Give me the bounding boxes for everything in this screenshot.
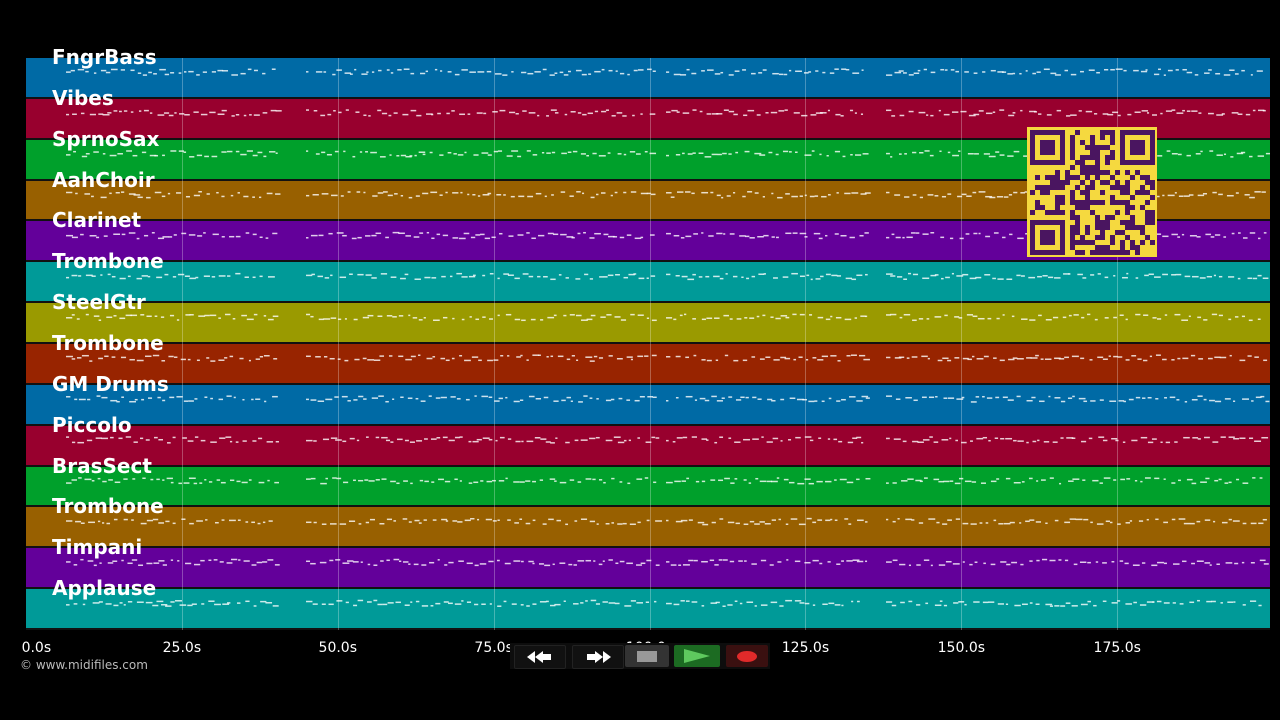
track-label: Trombone xyxy=(52,249,164,274)
record-icon xyxy=(737,650,757,662)
time-tick-label: 175.0s xyxy=(1093,640,1141,656)
track-lane[interactable] xyxy=(26,425,1270,465)
track-lane[interactable] xyxy=(26,58,1270,97)
fast-forward-icon xyxy=(587,651,611,663)
lane-separator xyxy=(26,546,1270,549)
play-button[interactable] xyxy=(674,645,720,667)
track-lane[interactable] xyxy=(26,384,1270,424)
track-label: SprnoSax xyxy=(52,126,160,151)
qr-code-pattern xyxy=(1027,127,1157,257)
lane-separator xyxy=(26,178,1270,181)
track-lane[interactable] xyxy=(26,344,1270,383)
lane-separator xyxy=(26,137,1270,140)
time-tick-label: 75.0s xyxy=(474,640,513,656)
time-tick-label: 150.0s xyxy=(937,640,986,656)
rewind-icon xyxy=(527,651,551,663)
time-gridline xyxy=(961,58,963,630)
stop-icon xyxy=(637,650,657,662)
lane-separator xyxy=(26,464,1270,467)
record-button[interactable] xyxy=(726,645,768,667)
lane-separator xyxy=(26,587,1270,590)
lane-separator xyxy=(26,505,1270,508)
time-tick-label: 125.0s xyxy=(781,640,830,656)
time-gridline xyxy=(1117,58,1119,630)
time-gridline xyxy=(805,58,807,630)
time-gridline xyxy=(649,58,651,630)
track-label: Clarinet xyxy=(52,208,142,233)
track-label: GM Drums xyxy=(52,371,169,396)
track-label: Piccolo xyxy=(52,412,132,437)
track-label: Applause xyxy=(52,576,157,601)
track-lane[interactable] xyxy=(26,303,1270,342)
track-label: FngrBass xyxy=(52,45,157,69)
fast-forward-button[interactable] xyxy=(572,645,624,669)
track-label: Timpani xyxy=(52,535,143,560)
rewind-button[interactable] xyxy=(514,645,566,669)
lane-separator xyxy=(26,628,1270,630)
track-lane[interactable] xyxy=(26,466,1270,506)
stop-button[interactable] xyxy=(625,645,669,667)
time-tick-label: 25.0s xyxy=(162,640,202,656)
lane-separator xyxy=(26,96,1270,99)
time-tick-label: 50.0s xyxy=(318,640,357,656)
lane-separator xyxy=(26,342,1270,344)
transport-controls xyxy=(510,643,770,669)
track-lane[interactable] xyxy=(26,589,1270,628)
track-lane[interactable] xyxy=(26,548,1270,588)
track-label: SteelGtr xyxy=(52,290,146,315)
lane-separator xyxy=(26,219,1270,222)
time-gridline xyxy=(493,58,495,630)
track-label: Vibes xyxy=(52,85,114,110)
lane-separator xyxy=(26,260,1270,263)
track-label: Trombone xyxy=(52,494,164,519)
lane-separator xyxy=(26,301,1270,304)
track-label: AahChoir xyxy=(52,167,155,192)
play-icon xyxy=(684,649,710,663)
note-events xyxy=(66,68,1270,607)
track-lane[interactable] xyxy=(26,262,1270,302)
time-gridline xyxy=(337,58,339,630)
time-gridline xyxy=(181,58,183,630)
lane-separator xyxy=(26,382,1270,385)
time-tick-label: 0.0s xyxy=(21,640,52,656)
track-label: Trombone xyxy=(52,331,164,355)
qr-code xyxy=(1027,127,1157,257)
lane-separator xyxy=(26,423,1270,426)
copyright-text: © www.midifiles.com xyxy=(20,658,148,672)
track-lane[interactable] xyxy=(26,507,1270,547)
track-label: BrasSect xyxy=(52,453,152,478)
